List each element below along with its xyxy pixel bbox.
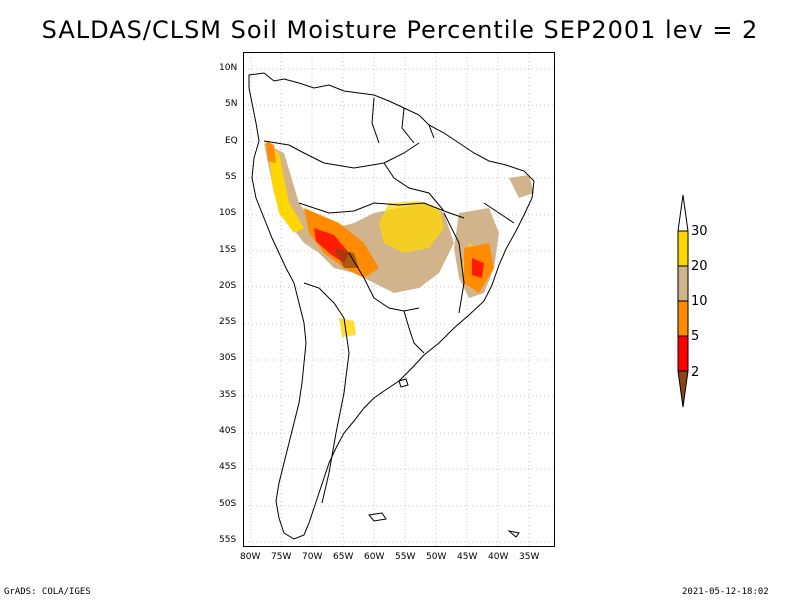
lon-label: 80W	[240, 552, 261, 562]
lon-label: 40W	[488, 552, 509, 562]
legend-level-label: 5	[691, 329, 700, 344]
lat-label: 15S	[219, 245, 237, 255]
legend-5-10	[677, 300, 689, 337]
coastline	[248, 72, 535, 540]
legend-level-label: 30	[691, 224, 708, 239]
lat-label: 10S	[219, 208, 237, 218]
map-frame	[243, 52, 555, 547]
lat-label: 20S	[219, 281, 237, 291]
lon-label: 55W	[395, 552, 416, 562]
lon-label: 75W	[271, 552, 292, 562]
legend-level-label: 2	[691, 365, 700, 380]
percentile-shading	[264, 141, 534, 337]
lat-label: 30S	[219, 353, 237, 363]
footer-credit: GrADS: COLA/IGES	[4, 587, 91, 597]
legend-colorbar	[677, 194, 689, 408]
legend-above-30	[677, 194, 689, 232]
graticule	[244, 53, 554, 546]
legend-below-2	[677, 370, 689, 408]
lat-label: EQ	[225, 136, 238, 146]
footer-timestamp: 2021-05-12-18:02	[682, 587, 769, 597]
lon-label: 65W	[333, 552, 354, 562]
lat-label: 10N	[219, 63, 238, 73]
legend-20-30	[677, 230, 689, 267]
lat-label: 55S	[219, 535, 237, 545]
map-title: SALDAS/CLSM Soil Moisture Percentile SEP…	[41, 16, 759, 44]
lat-label: 25S	[219, 317, 237, 327]
lon-label: 60W	[364, 552, 385, 562]
legend-level-label: 10	[691, 294, 708, 309]
legend-2-5	[677, 335, 689, 372]
lat-label: 45S	[219, 462, 237, 472]
legend	[668, 194, 708, 410]
legend-level-label: 20	[691, 259, 708, 274]
lon-label: 45W	[457, 552, 478, 562]
lat-label: 50S	[219, 499, 237, 509]
lat-label: 5N	[225, 99, 238, 109]
lon-label: 50W	[426, 552, 447, 562]
islands	[368, 378, 520, 538]
lat-label: 35S	[219, 390, 237, 400]
lon-label: 70W	[302, 552, 323, 562]
lat-label: 5S	[225, 172, 237, 182]
lat-label: 40S	[219, 426, 237, 436]
legend-10-20	[677, 265, 689, 302]
lon-label: 35W	[519, 552, 540, 562]
map-canvas	[244, 53, 554, 546]
